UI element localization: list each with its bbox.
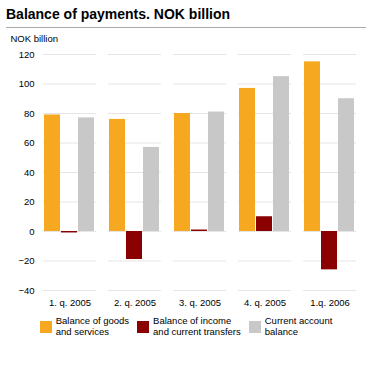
svg-text:2. q. 2005: 2. q. 2005 <box>114 297 156 308</box>
svg-text:80: 80 <box>24 108 35 119</box>
html-text:Balance of payments. NOK billi: Balance of payments. NOK billion <box>6 6 230 22</box>
svg-text:−40: −40 <box>18 285 34 296</box>
svg-text:40: 40 <box>24 167 35 178</box>
svg-text:20: 20 <box>24 196 35 207</box>
svg-text:NOK billion: NOK billion <box>11 33 59 44</box>
html-text:Balance of income and current: Balance of income and current transfers <box>153 315 241 337</box>
svg-text:0: 0 <box>29 226 34 237</box>
svg-text:120: 120 <box>19 49 35 60</box>
svg-text:100: 100 <box>19 78 35 89</box>
svg-text:−20: −20 <box>18 255 34 266</box>
svg-text:1.q. 2006: 1.q. 2006 <box>310 297 350 308</box>
html-text:Current account balance: Current account balance <box>264 315 333 337</box>
svg-text:60: 60 <box>24 137 35 148</box>
svg-text:4. q. 2005: 4. q. 2005 <box>244 297 286 308</box>
svg-text:3. q. 2005: 3. q. 2005 <box>179 297 221 308</box>
svg-text:1. q. 2005: 1. q. 2005 <box>49 297 91 308</box>
html-text:Balance of goods and services: Balance of goods and services <box>55 315 130 337</box>
